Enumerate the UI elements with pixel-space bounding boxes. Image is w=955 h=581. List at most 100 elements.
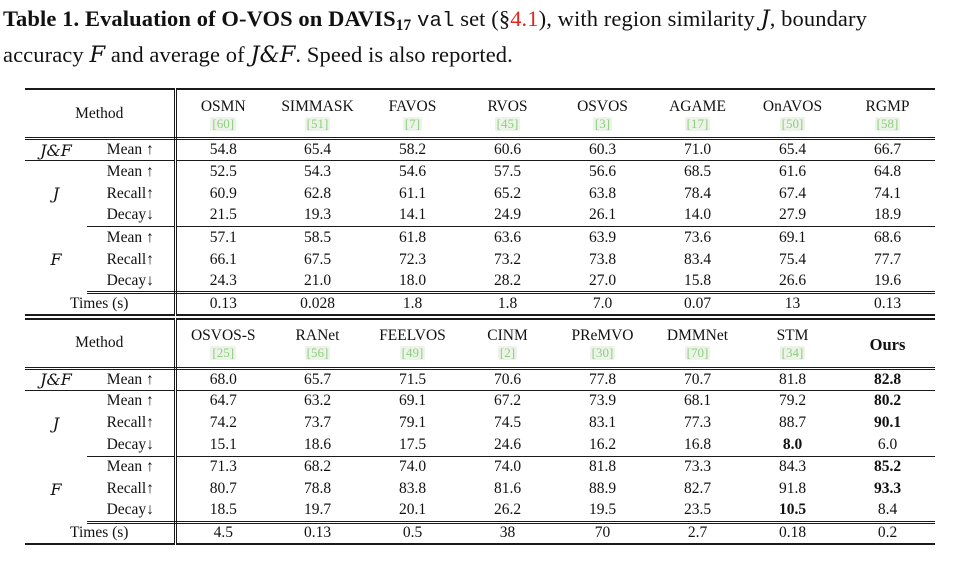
method-name: OSMN (200, 97, 246, 115)
method-header-rvos: RVOS [45] (460, 89, 555, 140)
value-cell: 91.8 (778, 480, 807, 497)
value-cell: 62.8 (303, 184, 332, 202)
caption-j-symbol: J (760, 6, 770, 32)
value-cell: 61.8 (398, 228, 427, 246)
value-cell: 18.9 (840, 204, 935, 227)
value-cell: 18.0 (365, 270, 460, 294)
value-cell: 64.8 (873, 162, 902, 180)
method-header-osvos: OSVOS [3] (555, 89, 650, 140)
value-cell: 64.7 (209, 392, 237, 410)
value-cell: 73.6 (683, 228, 712, 246)
method-name: OSVOS (577, 97, 628, 115)
value-cell: 70.7 (650, 368, 745, 391)
group-label: J (52, 413, 60, 433)
value-cell: 21.5 (175, 204, 270, 227)
citation-link[interactable]: [30] (589, 345, 616, 360)
method-header-osvos-s: OSVOS-S [25] (175, 318, 270, 370)
value-cell: 71.5 (365, 368, 460, 391)
method-name: DMMNet (666, 327, 729, 344)
value-cell: 63.6 (493, 228, 522, 246)
value-cell: 10.5 (745, 500, 840, 524)
method-header-ranet: RANet [56] (270, 318, 365, 370)
citation-link[interactable]: [56] (304, 345, 331, 360)
times-value-cell: 1.8 (402, 294, 423, 312)
citation-link[interactable]: [58] (874, 115, 901, 131)
times-value-cell: 38 (499, 524, 516, 542)
times-row: Times (s) 4.5 0.13 0.5 38 70 2.7 0.18 0.2 (25, 522, 935, 544)
citation-link[interactable]: [51] (304, 115, 331, 131)
caption-seg3: and average of (105, 42, 251, 67)
value-cell: 74.1 (873, 184, 902, 202)
citation-link[interactable]: [25] (210, 345, 237, 360)
times-label: Times (s) (25, 292, 177, 315)
method-header-agame: AGAME [17] (650, 89, 745, 140)
value-cell: 23.5 (650, 500, 745, 524)
value-cell: 66.1 (209, 250, 237, 268)
value-cell: 71.0 (650, 138, 745, 161)
method-name: AGAME (669, 97, 726, 115)
value-cell: 67.5 (303, 250, 332, 268)
value-cell: 93.3 (873, 480, 902, 497)
value-cell: 70.6 (460, 368, 555, 391)
metric-label: Recall↑ (87, 248, 177, 271)
metric-label: Decay↓ (87, 434, 177, 457)
method-header-osmn: OSMN [60] (175, 89, 270, 140)
times-value-cell: 0.028 (300, 294, 335, 312)
table-row: F Mean ↑ 71.3 68.2 74.0 74.0 81.8 73.3 84.3 85.2 (25, 456, 935, 499)
times-value-cell: 0.2 (877, 524, 898, 542)
value-cell: 80.7 (209, 480, 237, 497)
value-cell: 57.1 (209, 228, 237, 246)
value-cell: 90.1 (873, 414, 902, 431)
method-name: OnAVOS (762, 97, 823, 115)
table-row: J&F Mean ↑ 54.8 65.4 58.2 60.6 60.3 71.0 65.4 66.… (25, 138, 935, 161)
citation-link[interactable]: [17] (684, 115, 711, 131)
citation-link[interactable]: [2] (497, 345, 518, 360)
value-cell: 15.1 (175, 434, 270, 457)
value-cell: 75.4 (778, 250, 807, 268)
results-table-upper: Method OSMN [60] SIMMASK [51] FAVOS [7] RVOS [45… (25, 88, 935, 316)
citation-link[interactable]: [3] (592, 115, 613, 131)
caption-f-symbol: F (89, 42, 106, 68)
value-cell: 82.8 (840, 368, 935, 391)
value-cell: 26.6 (745, 270, 840, 294)
times-value-cell: 0.07 (683, 294, 712, 312)
value-cell: 79.2 (778, 392, 807, 410)
value-cell: 61.6 (778, 162, 807, 180)
citation-link[interactable]: [49] (399, 345, 426, 360)
value-cell: 26.1 (555, 204, 650, 227)
method-name: Ours (869, 334, 906, 354)
citation-link[interactable]: [7] (402, 115, 423, 131)
citation-link[interactable]: [70] (684, 345, 711, 360)
value-cell: 65.4 (270, 138, 365, 161)
caption-bold-text: Table 1. Evaluation of O-VOS on DAVIS (3, 6, 396, 31)
value-cell: 83.8 (398, 480, 427, 497)
value-cell: 26.2 (460, 500, 555, 524)
value-cell: 63.9 (588, 228, 617, 246)
times-value-cell: 13 (784, 294, 801, 312)
value-cell: 19.3 (270, 204, 365, 227)
section-ref-link[interactable]: 4.1 (510, 6, 539, 31)
caption-after-ref: ), with region similarity (538, 6, 761, 31)
table-row: Recall↑ 66.1 67.5 72.3 73.2 73.8 83.4 75.4 77.7 (25, 248, 935, 271)
value-cell: 65.4 (745, 138, 840, 161)
value-cell: 14.1 (365, 204, 460, 227)
metric-label: Recall↑ (87, 478, 177, 500)
value-cell: 74.0 (493, 458, 522, 476)
citation-link[interactable]: [34] (779, 345, 806, 360)
table-row: J Mean ↑ 64.7 63.2 69.1 67.2 73.9 68.1 79.2 80.2 (25, 390, 935, 433)
group-label: J (52, 184, 60, 204)
value-cell: 68.2 (303, 458, 332, 476)
value-cell: 54.6 (398, 162, 427, 180)
citation-link[interactable]: [50] (779, 115, 806, 131)
citation-link[interactable]: [60] (210, 115, 237, 131)
value-cell: 24.3 (175, 270, 270, 294)
metric-label: Mean ↑ (87, 160, 177, 183)
value-cell: 74.2 (209, 414, 237, 431)
value-cell: 27.0 (555, 270, 650, 294)
times-row: Times (s) 0.13 0.028 1.8 1.8 7.0 0.07 13 0.13 (25, 292, 935, 315)
metric-label: Mean ↑ (87, 390, 177, 412)
citation-link[interactable]: [45] (494, 115, 521, 131)
method-header-onavos: OnAVOS [50] (745, 89, 840, 140)
table-row: Decay↓ 15.1 18.6 17.5 24.6 16.2 16.8 8.0 6.0 (25, 434, 935, 457)
table-row: F Mean ↑ 57.1 58.5 61.8 63.6 63.9 73.6 69.1 68.6 (25, 226, 935, 269)
